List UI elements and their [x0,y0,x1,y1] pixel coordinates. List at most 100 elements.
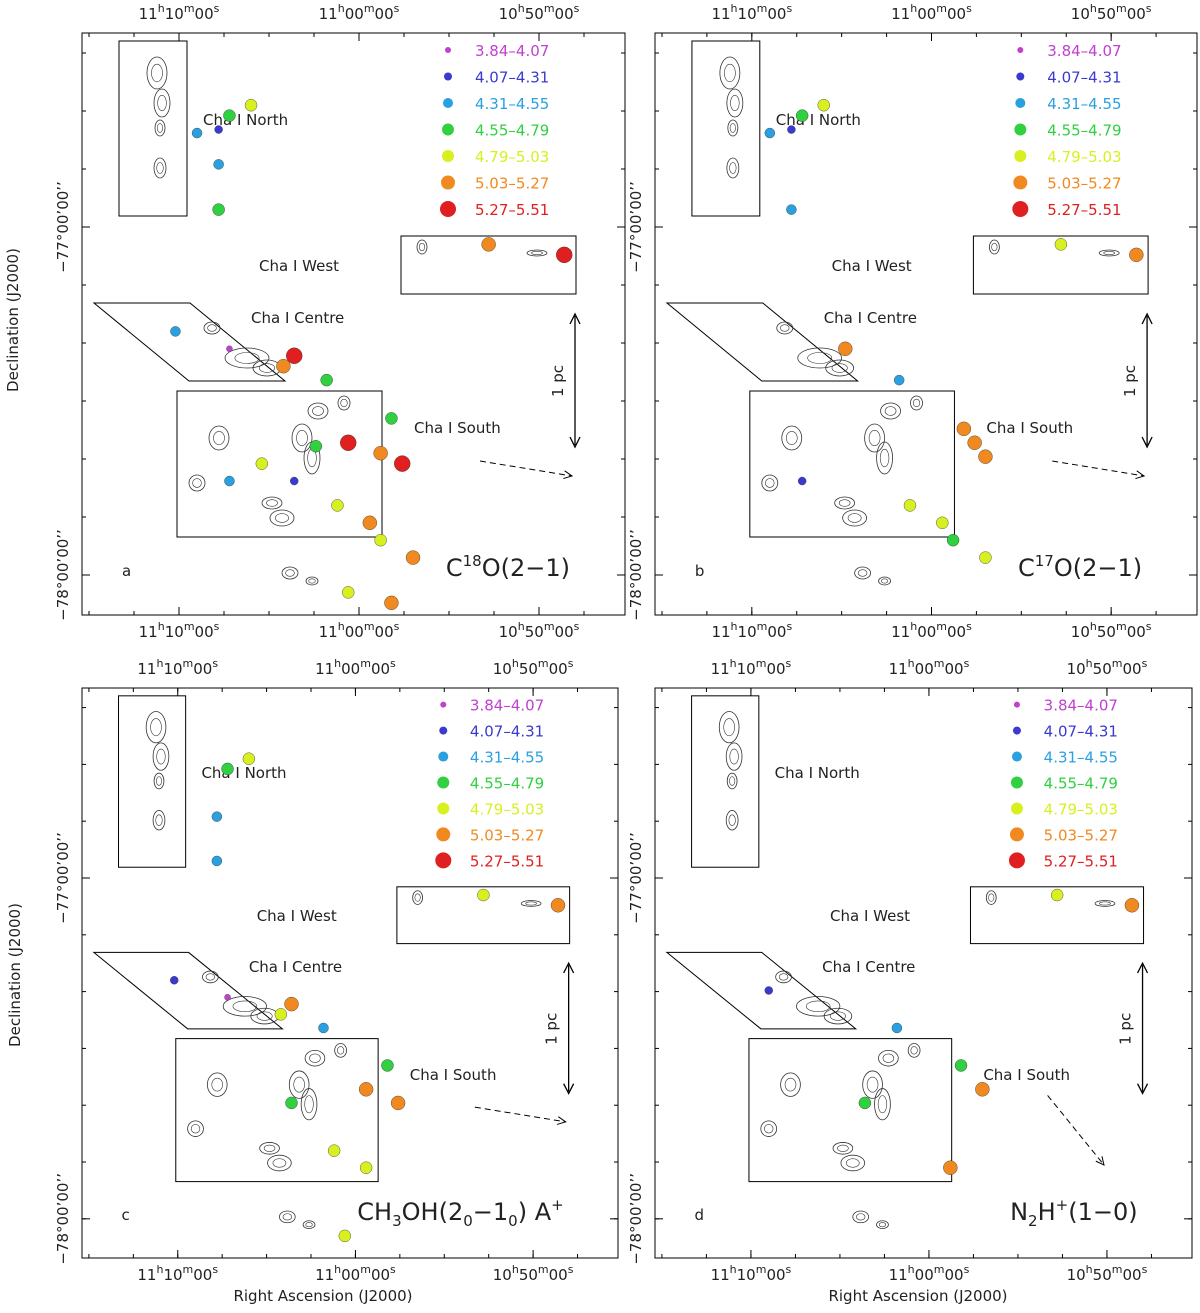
legend-marker-6 [1008,852,1025,869]
legend-marker-2 [1015,98,1026,108]
ra-label-bottom: 10h50m00s [499,620,580,641]
ra-unit: s [568,657,574,670]
region-label-west: Cha I West [259,257,339,275]
cloud-contour-inner [784,1077,797,1092]
cloud-contour-inner [857,569,868,577]
ra-unit: m [936,2,947,15]
legend-label-2: 4.31–4.55 [1047,95,1121,113]
ra-unit: s [1142,657,1148,670]
data-point-3 [211,855,223,867]
ra-value: 10 [738,5,757,23]
ra-label-top: 11h10m00s [711,2,792,23]
ra-unit: m [364,2,375,15]
ra-unit: h [730,1263,737,1276]
data-point-4 [954,1059,968,1072]
ra-unit: s [1146,2,1152,15]
ra-label-bottom: 11h00m00s [891,620,972,641]
ra-value: 11 [711,1266,730,1284]
cloud-contour-inner [847,513,862,523]
ra-unit: h [512,1263,519,1276]
cloud-contour [187,1120,204,1137]
ra-unit: s [574,2,580,15]
legend-marker-0 [445,47,451,53]
legend-marker-3 [442,123,454,136]
legend-label-0: 3.84–4.07 [1047,42,1121,60]
direction-arrow [474,1106,566,1123]
ra-value: 10 [165,623,184,641]
data-point-6 [943,1160,958,1175]
ra-value: 00 [549,1266,568,1284]
ra-value: 11 [889,1266,908,1284]
cloud-contour-inner [878,1222,887,1228]
ra-value: 00 [947,5,966,23]
ra-label-top: 10h50m00s [1071,2,1152,23]
cloud-contour-inner [155,814,163,826]
direction-arrowhead [1095,1156,1105,1166]
ra-value: 11 [711,5,730,23]
legend-marker-2 [443,98,453,108]
box-south [175,1038,379,1183]
scale-bar-arrow-up [569,312,581,325]
panel-letter: b [695,562,705,580]
cloud-contour [796,996,841,1017]
ra-unit: h [1086,1263,1093,1276]
cloud-contour [761,474,779,492]
data-point-3 [891,1022,903,1034]
ra-unit: m [757,2,768,15]
data-point-10 [318,1022,329,1034]
cloud-contour [854,566,872,580]
ra-value: 10 [499,623,518,641]
ra-label-top: 11h00m00s [891,2,972,23]
dec-label: −78°00’00’’ [627,1173,645,1265]
legend-marker-4 [1010,802,1023,815]
cloud-contour [1094,900,1116,907]
legend-marker-1 [439,726,448,735]
ra-label-bottom: 11h10m00s [139,620,220,641]
legend-marker-4 [1014,150,1027,162]
ra-unit: h [910,2,917,15]
panel-frame [81,687,619,1259]
legend-marker-0 [440,701,447,708]
data-point-8 [170,326,181,337]
data-point-14 [936,516,949,529]
ra-value: 00 [767,623,786,641]
ra-label-bottom: 10h50m00s [1071,620,1152,641]
cloud-contour [760,1120,778,1137]
molecule-part: 3 [392,1212,402,1230]
molecule-part: OH(2 [402,1198,464,1226]
scale-bar-arrow-up [1136,961,1149,974]
direction-arrowhead [563,470,574,480]
ra-unit: s [964,1263,970,1276]
ra-value: 00 [915,1266,934,1284]
ra-value: 00 [555,623,574,641]
cloud-contour [300,1088,318,1121]
legend-label-5: 5.03–5.27 [1047,175,1121,193]
cloud-contour-inner [778,973,789,981]
panel-frame [81,32,626,616]
cloud-contour-inner [785,431,798,445]
cloud-contour [834,496,856,510]
molecule-part: ) A [518,1198,552,1226]
data-point-24 [405,550,421,565]
ra-value: 11 [315,660,334,678]
legend-marker-5 [436,827,451,842]
dec-label: −77°00’00’’ [54,832,72,924]
cloud-contour [259,1142,280,1155]
scale-bar-arrow-down [1141,436,1153,449]
ra-value: 10 [737,1266,756,1284]
data-point-2 [764,986,773,995]
ra-unit: m [360,1263,371,1276]
cloud-contour-inner [866,1076,879,1093]
cloud-contour-inner [309,1053,321,1063]
legend-label-0: 3.84–4.07 [470,697,544,715]
direction-arrow [1052,460,1145,477]
molecule-part: 2 [1028,1212,1038,1230]
panel-1: 11h10m00s11h10m00s11h00m00s11h00m00s10h5… [627,2,1198,641]
ra-unit: m [1116,620,1127,633]
ra-value: 11 [319,5,338,23]
legend-marker-1 [1016,72,1025,81]
data-point-2 [214,125,223,134]
box-north [118,40,188,217]
legend-marker-3 [1014,123,1027,136]
ra-value: 10 [1067,660,1086,678]
